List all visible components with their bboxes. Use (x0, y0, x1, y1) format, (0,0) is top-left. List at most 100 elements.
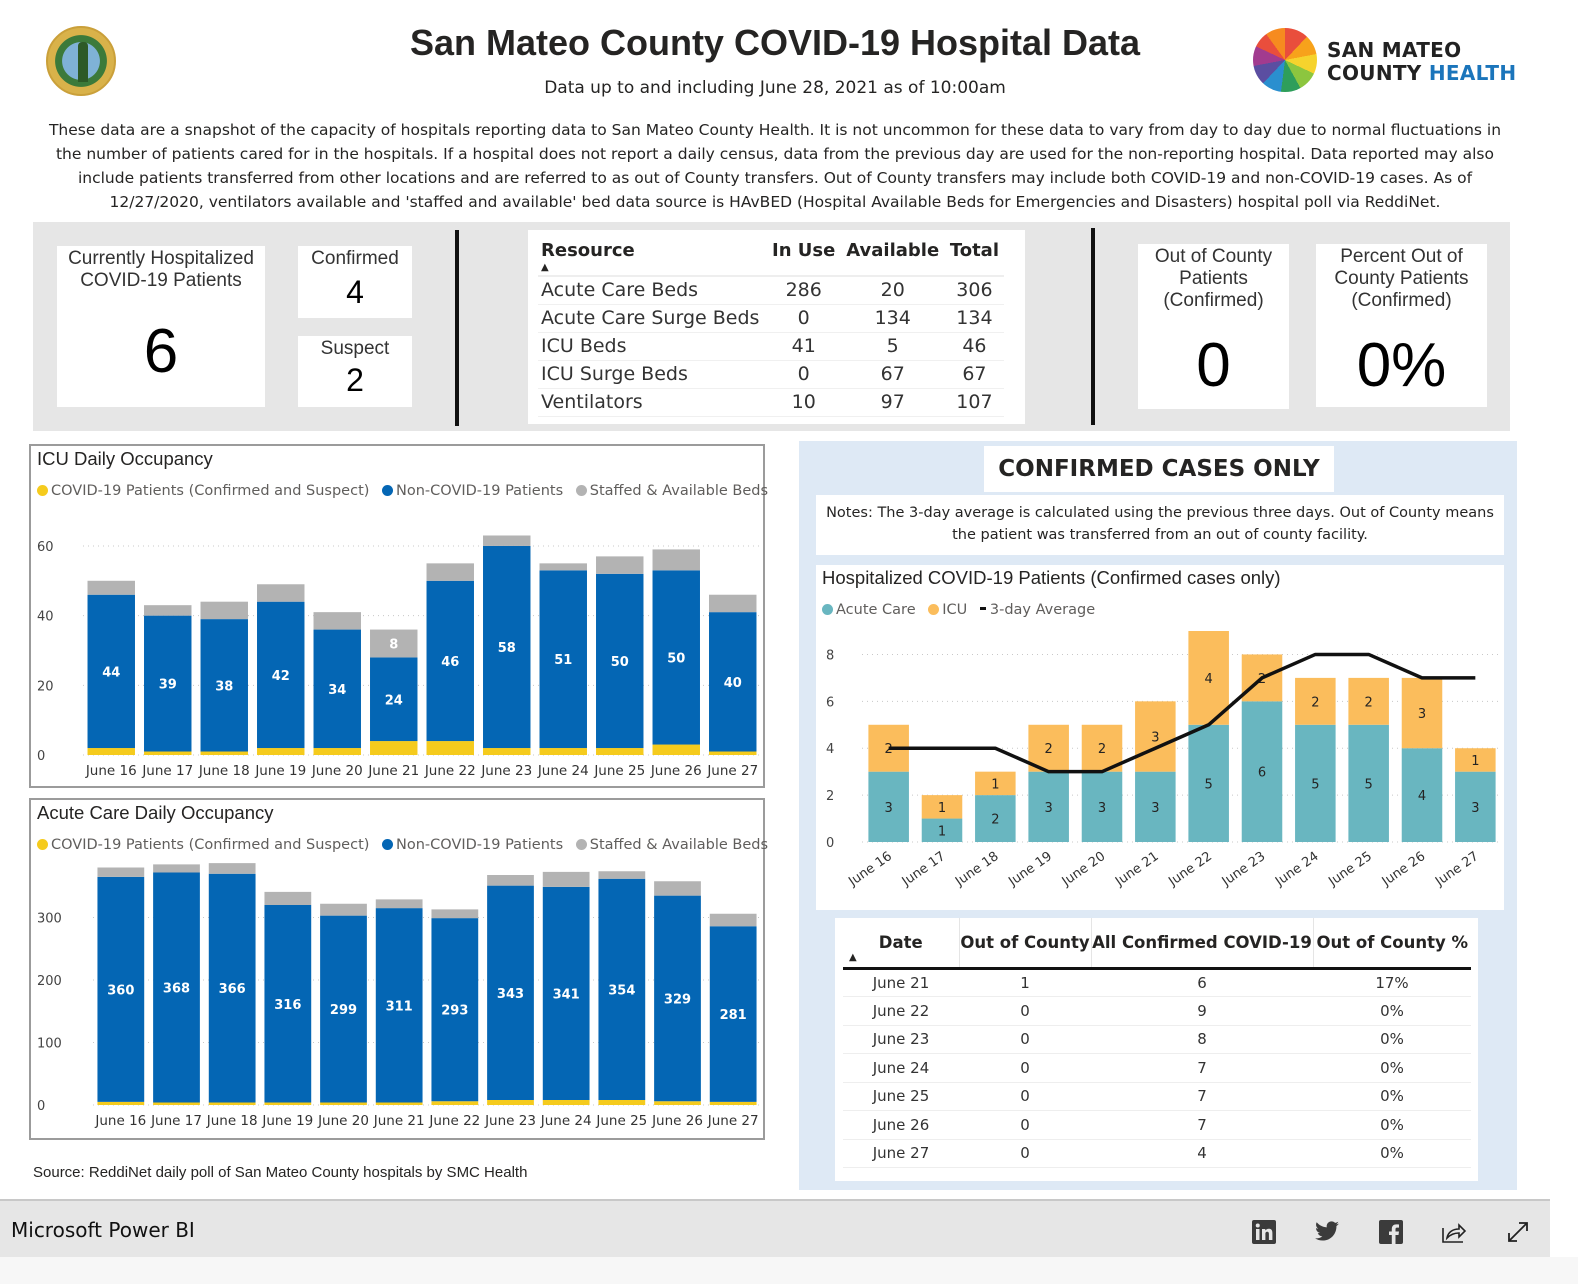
bar-covid[interactable] (598, 1100, 646, 1105)
sort-ascending-icon[interactable]: ▲ (849, 951, 857, 963)
bar-covid[interactable] (426, 741, 474, 755)
resource-row[interactable]: ICU Surge Beds 0 67 67 (538, 360, 1004, 389)
bar-non-covid[interactable] (208, 873, 256, 1103)
bar-non-covid[interactable] (97, 876, 145, 1102)
col-in-use[interactable]: In Use (766, 230, 841, 277)
bar-acute-care[interactable] (1348, 724, 1389, 842)
col-all-confirmed[interactable]: All Confirmed COVID-19 (1091, 918, 1314, 970)
col-out-of-county-pct[interactable]: Out of County % (1313, 918, 1471, 970)
bar-acute-care[interactable] (1028, 771, 1069, 842)
bar-non-covid[interactable] (483, 545, 531, 749)
bar-staffed-available[interactable] (539, 563, 587, 571)
bar-covid[interactable] (542, 1100, 590, 1105)
col-date[interactable]: ▲ Date (843, 918, 960, 970)
legend-staffed-available[interactable]: Staffed & Available Beds (575, 837, 768, 853)
bar-non-covid[interactable] (539, 570, 587, 749)
resource-row[interactable]: Acute Care Surge Beds 0 134 134 (538, 304, 1004, 333)
line-3-day-average[interactable] (888, 652, 1476, 774)
twitter-icon[interactable] (1314, 1219, 1340, 1245)
bar-icu[interactable] (1135, 701, 1176, 772)
bar-non-covid[interactable] (320, 915, 367, 1103)
bar-covid[interactable] (375, 1102, 423, 1106)
bar-staffed-available[interactable] (87, 580, 135, 595)
bar-staffed-available[interactable] (257, 584, 305, 602)
bar-staffed-available[interactable] (375, 899, 423, 909)
bar-acute-care[interactable] (1241, 701, 1283, 842)
bar-icu[interactable] (921, 795, 963, 819)
bar-covid[interactable] (431, 1101, 479, 1105)
bar-staffed-available[interactable] (652, 549, 700, 571)
share-icon[interactable] (1441, 1219, 1467, 1245)
bar-non-covid[interactable] (87, 594, 135, 749)
col-available[interactable]: Available (840, 230, 945, 277)
bar-non-covid[interactable] (375, 908, 423, 1103)
bar-staffed-available[interactable] (598, 871, 646, 879)
bar-covid[interactable] (87, 748, 135, 755)
bar-staffed-available[interactable] (370, 629, 418, 658)
bar-non-covid[interactable] (426, 580, 474, 742)
ooc-row[interactable]: June 25 0 7 0% (843, 1082, 1471, 1111)
bar-covid[interactable] (144, 751, 192, 755)
col-out-of-county[interactable]: Out of County (959, 918, 1092, 970)
bar-icu[interactable] (975, 771, 1016, 796)
bar-staffed-available[interactable] (431, 909, 479, 919)
bar-staffed-available[interactable] (313, 612, 361, 630)
legend-non-covid[interactable]: Non-COVID-19 Patients (382, 483, 563, 499)
bar-non-covid[interactable] (709, 612, 757, 752)
bar-staffed-available[interactable] (144, 605, 192, 616)
bar-acute-care[interactable] (921, 818, 963, 842)
facebook-icon[interactable] (1378, 1219, 1404, 1245)
resource-row[interactable]: Ventilators 10 97 107 (538, 388, 1004, 417)
ooc-row[interactable]: June 22 0 9 0% (843, 996, 1471, 1026)
bar-acute-care[interactable] (1455, 771, 1496, 842)
bar-non-covid[interactable] (144, 615, 192, 752)
bar-covid[interactable] (320, 1102, 367, 1106)
resource-row[interactable]: ICU Beds 41 5 46 (538, 332, 1004, 361)
bar-covid[interactable] (652, 744, 700, 755)
ooc-row[interactable]: June 23 0 8 0% (843, 1025, 1471, 1054)
bar-covid[interactable] (153, 1102, 200, 1106)
bar-non-covid[interactable] (596, 573, 644, 749)
bar-non-covid[interactable] (257, 601, 305, 749)
bar-non-covid[interactable] (153, 872, 200, 1103)
bar-covid[interactable] (487, 1100, 534, 1105)
bar-icu[interactable] (1295, 677, 1336, 725)
bar-staffed-available[interactable] (264, 891, 312, 905)
resource-row[interactable]: Acute Care Beds 286 20 306 (538, 276, 1004, 305)
powerbi-brand-link[interactable]: Microsoft Power BI (11, 1218, 195, 1242)
bar-staffed-available[interactable] (97, 867, 145, 877)
ooc-row[interactable]: June 21 1 6 17% (843, 968, 1471, 997)
bar-covid[interactable] (709, 751, 757, 755)
expand-icon[interactable] (1505, 1219, 1531, 1245)
bar-non-covid[interactable] (200, 619, 248, 752)
ooc-row[interactable]: June 24 0 7 0% (843, 1053, 1471, 1083)
bar-staffed-available[interactable] (483, 535, 531, 546)
bar-staffed-available[interactable] (542, 871, 590, 887)
bar-acute-care[interactable] (1135, 771, 1176, 842)
sort-ascending-icon[interactable]: ▲ (541, 262, 549, 273)
bar-covid[interactable] (483, 748, 531, 755)
legend-staffed-available[interactable]: Staffed & Available Beds (575, 483, 768, 499)
bar-icu[interactable] (1455, 748, 1496, 772)
bar-acute-care[interactable] (1081, 771, 1123, 842)
bar-acute-care[interactable] (1188, 724, 1229, 842)
bar-covid[interactable] (709, 1101, 757, 1105)
bar-covid[interactable] (370, 741, 418, 755)
bar-non-covid[interactable] (370, 657, 418, 742)
bar-staffed-available[interactable] (709, 913, 757, 927)
bar-non-covid[interactable] (709, 926, 757, 1102)
bar-non-covid[interactable] (264, 905, 312, 1103)
bar-non-covid[interactable] (487, 885, 534, 1100)
bar-non-covid[interactable] (313, 629, 361, 749)
col-resource[interactable]: Resource ▲ (538, 230, 767, 277)
bar-staffed-available[interactable] (153, 864, 200, 873)
bar-acute-care[interactable] (868, 771, 909, 842)
bar-covid[interactable] (596, 748, 644, 755)
bar-non-covid[interactable] (542, 886, 590, 1100)
bar-staffed-available[interactable] (320, 903, 367, 916)
bar-non-covid[interactable] (431, 918, 479, 1102)
bar-staffed-available[interactable] (596, 556, 644, 574)
bar-non-covid[interactable] (654, 895, 701, 1102)
ooc-row[interactable]: June 27 0 4 0% (843, 1139, 1471, 1168)
bar-covid[interactable] (539, 748, 587, 755)
